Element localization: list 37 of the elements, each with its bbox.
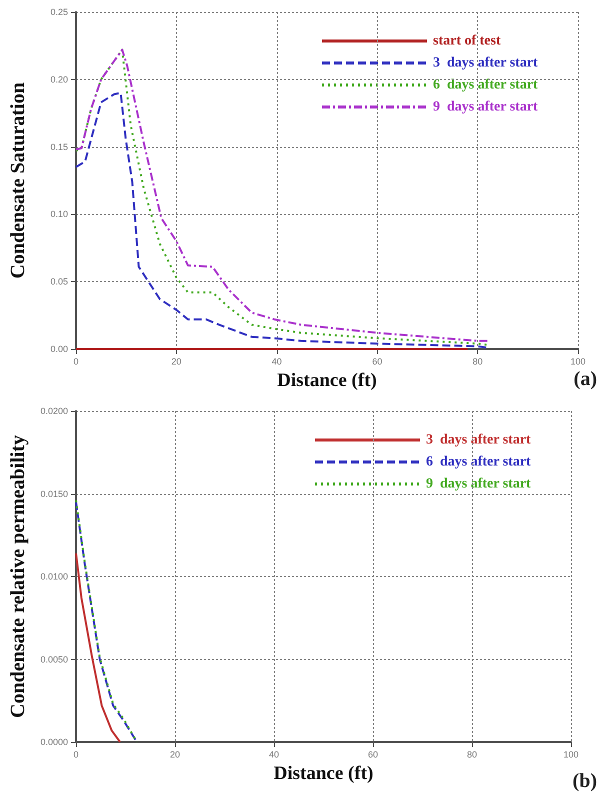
text: (b)	[572, 770, 598, 792]
text: (a)	[574, 368, 598, 390]
y-tick-label: 0.0050	[40, 654, 68, 664]
y-axis-title: Condensate relative permeability	[7, 435, 29, 718]
x-tick-label: 60	[372, 356, 382, 366]
y-tick-label: 0.0100	[40, 572, 68, 582]
x-tick-label: 80	[472, 356, 483, 366]
text: 3 days after start	[433, 56, 538, 70]
y-tick-label: 0.25	[50, 7, 68, 17]
y-tick-label: 0.15	[50, 142, 68, 152]
y-tick-label: 0.0200	[40, 406, 68, 416]
x-axis-title: Distance (ft)	[277, 370, 377, 391]
x-tick-label: 100	[570, 356, 586, 366]
text: 9 days after start	[426, 476, 532, 492]
y-tick-label: 0.0000	[40, 737, 68, 747]
x-tick-label: 20	[171, 356, 182, 366]
x-tick-label: 40	[272, 356, 282, 366]
x-axis-title: Distance (ft)	[274, 763, 374, 784]
x-tick-label: 100	[563, 750, 579, 760]
y-tick-label: 0.00	[50, 344, 68, 354]
x-tick-label: 40	[268, 750, 280, 760]
y-axis-title: Condensate Saturation	[7, 82, 29, 279]
y-tick-label: 0.0150	[40, 488, 68, 499]
text: 9 days after start	[433, 100, 538, 114]
y-tick-label: 0.05	[50, 276, 68, 287]
x-tick-label: 20	[170, 750, 180, 760]
text: 6 days after start	[426, 454, 532, 470]
x-tick-label: 0	[73, 750, 79, 760]
line-series	[75, 552, 122, 743]
text: start of test	[433, 34, 501, 48]
x-tick-label: 0	[73, 356, 79, 366]
y-tick-label: 0.20	[50, 74, 68, 84]
y-tick-label: 0.10	[50, 209, 68, 220]
text: 3 days after start	[426, 432, 532, 448]
x-tick-label: 60	[368, 750, 378, 760]
x-tick-label: 80	[466, 750, 478, 760]
text: 6 days after start	[433, 78, 538, 92]
